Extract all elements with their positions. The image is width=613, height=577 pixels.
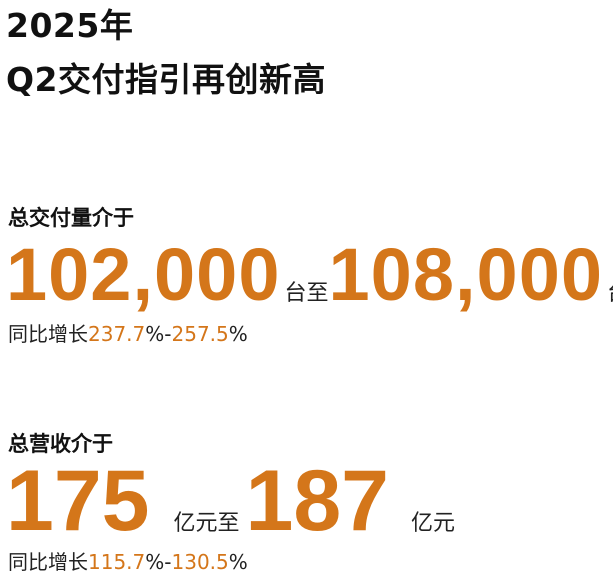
growth-high: 257.5: [171, 322, 229, 346]
revenue-growth: 同比增长115.7%-130.5%: [8, 546, 248, 575]
revenue-range: 175 亿元至 187 亿元: [6, 452, 455, 551]
title-line-2: Q2交付指引再创新高: [6, 60, 327, 99]
revenue-label: 总营收介于: [8, 432, 113, 456]
growth-low: 237.7: [88, 322, 146, 346]
deliveries-high: 108,000: [328, 233, 604, 316]
deliveries-growth: 同比增长237.7%-257.5%: [8, 318, 248, 347]
revenue-unit-mid: 亿元至: [173, 511, 240, 536]
growth-low: 115.7: [88, 550, 146, 574]
revenue-high: 187: [245, 453, 390, 549]
revenue-low: 175: [6, 453, 150, 549]
deliveries-low: 102,000: [6, 233, 281, 316]
pct-sep: %-: [145, 550, 172, 574]
title-line-1: 2025年: [6, 6, 134, 45]
growth-high: 130.5: [171, 550, 229, 574]
deliveries-unit-end: 台: [607, 275, 613, 307]
revenue-unit-end: 亿元: [411, 511, 456, 536]
deliveries-unit-mid: 台至: [284, 281, 329, 306]
pct: %: [228, 550, 248, 574]
growth-prefix: 同比增长: [8, 550, 88, 574]
deliveries-label: 总交付量介于: [8, 206, 134, 230]
pct-sep: %-: [145, 322, 172, 346]
deliveries-range: 102,000 台至 108,000 台: [6, 232, 613, 317]
growth-prefix: 同比增长: [8, 322, 88, 346]
pct: %: [228, 322, 248, 346]
